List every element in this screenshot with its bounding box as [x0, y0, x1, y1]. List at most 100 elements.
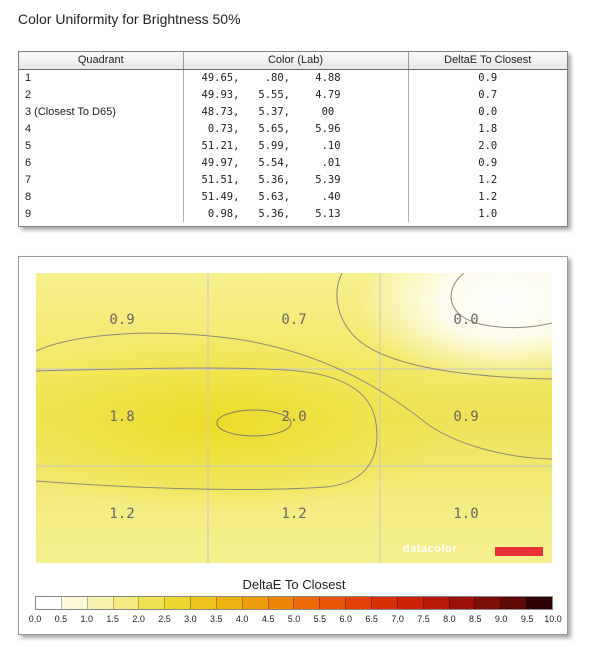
scale-tick-label: 4.0 — [235, 614, 249, 624]
quadrant-cell: 3 (Closest To D65) — [19, 103, 184, 120]
contour-overlay — [36, 273, 552, 563]
contour-line — [36, 367, 378, 490]
quadrant-value-4: 1.8 — [109, 409, 135, 425]
lab-cell: 48.73, 5.37, 00 — [183, 103, 409, 120]
scale-tick-label: 6.5 — [365, 614, 378, 624]
quadrant-cell: 6 — [19, 154, 184, 171]
scale-swatch — [319, 597, 346, 609]
lab-cell: 49.97, 5.54, .01 — [183, 154, 409, 171]
scale-swatch — [370, 597, 397, 609]
column-header-deltae: DeltaE To Closest — [408, 52, 567, 70]
scale-tick-label: 8.0 — [443, 614, 456, 624]
quadrant-value-7: 1.2 — [109, 506, 135, 522]
quadrant-value-3: 0.0 — [453, 312, 479, 328]
scale-tick-label: 5.0 — [287, 614, 301, 624]
table-row: 7 51.51, 5.36, 5.39 1.2 — [19, 171, 567, 188]
scale-tick-label: 0.0 — [28, 614, 42, 624]
quadrant-value-1: 0.9 — [109, 312, 135, 328]
contour-line — [36, 332, 552, 460]
scale-swatch — [500, 597, 527, 609]
quadrant-cell: 8 — [19, 188, 184, 205]
table-row: 8 51.49, 5.63, .40 1.2 — [19, 188, 567, 205]
datacolor-logo-bar — [495, 547, 543, 556]
lab-cell: 49.65, .80, 4.88 — [183, 69, 409, 86]
lab-cell: 51.49, 5.63, .40 — [183, 188, 409, 205]
scale-swatch — [86, 597, 113, 609]
scale-swatch — [215, 597, 242, 609]
deltae-cell: 2.0 — [478, 139, 498, 152]
scale-swatch — [164, 597, 191, 609]
uniformity-table: Quadrant Color (Lab) DeltaE To Closest 1… — [18, 51, 568, 227]
quadrant-cell: 9 — [19, 205, 184, 222]
quadrant-cell: 4 — [19, 120, 184, 137]
scale-swatch — [448, 597, 475, 609]
column-header-quadrant: Quadrant — [19, 52, 184, 70]
scale-swatch — [526, 597, 552, 609]
scale-swatch — [474, 597, 501, 609]
scale-tick-label: 1.5 — [106, 614, 119, 624]
scale-tick-label: 2.5 — [158, 614, 171, 624]
quadrant-cell: 2 — [19, 86, 184, 103]
scale-tick-label: 0.5 — [54, 614, 68, 624]
scale-tick-label: 4.5 — [261, 614, 275, 624]
quadrant-value-8: 1.2 — [281, 506, 307, 522]
scale-swatch — [190, 597, 216, 609]
table-row: 2 49.93, 5.55, 4.79 0.7 — [19, 86, 567, 103]
table-header-row: Quadrant Color (Lab) DeltaE To Closest — [19, 52, 567, 70]
scale-swatch — [36, 597, 61, 609]
table-row: 1 49.65, .80, 4.88 0.9 — [19, 69, 567, 86]
page-title: Color Uniformity for Brightness 50% — [18, 11, 241, 27]
uniformity-table-grid: Quadrant Color (Lab) DeltaE To Closest 1… — [19, 52, 567, 222]
table-row: 3 (Closest To D65) 48.73, 5.37, 00 0.0 — [19, 103, 567, 120]
deltae-cell: 1.2 — [478, 190, 498, 203]
quadrant-value-6: 0.9 — [453, 409, 479, 425]
scale-swatch — [60, 597, 87, 609]
scale-swatch — [396, 597, 423, 609]
table-row: 5 51.21, 5.99, .10 2.0 — [19, 137, 567, 154]
scale-tick-label: 8.5 — [469, 614, 482, 624]
scale-swatch — [422, 597, 449, 609]
lab-cell: 0.73, 5.65, 5.96 — [183, 120, 409, 137]
scale-swatch — [293, 597, 320, 609]
contour-line — [216, 409, 292, 437]
scale-swatch — [345, 597, 371, 609]
table-row: 6 49.97, 5.54, .01 0.9 — [19, 154, 567, 171]
deltae-cell: 0.7 — [478, 88, 498, 101]
deltae-cell: 0.9 — [478, 71, 498, 84]
quadrant-value-5: 2.0 — [281, 409, 307, 425]
deltae-cell: 0.9 — [478, 156, 498, 169]
quadrant-cell: 5 — [19, 137, 184, 154]
uniformity-heatmap: 0.9 0.7 0.0 1.8 2.0 0.9 1.2 1.2 1.0 — [36, 273, 552, 563]
lab-cell: 49.93, 5.55, 4.79 — [183, 86, 409, 103]
table-row: 4 0.73, 5.65, 5.96 1.8 — [19, 120, 567, 137]
scale-tick-label: 7.0 — [391, 614, 404, 624]
scale-tick-label: 9.5 — [520, 614, 534, 624]
lab-cell: 51.21, 5.99, .10 — [183, 137, 409, 154]
scale-swatch — [112, 597, 139, 609]
contour-line — [450, 273, 552, 329]
table-row: 9 0.98, 5.36, 5.13 1.0 — [19, 205, 567, 222]
quadrant-cell: 1 — [19, 69, 184, 86]
scale-tick-label: 10.0 — [544, 614, 562, 624]
lab-cell: 51.51, 5.36, 5.39 — [183, 171, 409, 188]
color-scale-ticks: 0.0 0.5 1.0 1.5 2.0 2.5 3.0 3.5 4.0 4.5 5.0 5.5 6.0 6… — [29, 614, 562, 628]
contour-line — [336, 273, 552, 380]
deltae-cell: 0.0 — [478, 105, 498, 118]
deltae-cell: 1.8 — [478, 122, 498, 135]
scale-tick-label: 3.5 — [210, 614, 223, 624]
scale-swatch — [241, 597, 268, 609]
quadrant-value-2: 0.7 — [281, 312, 307, 328]
uniformity-heatmap-panel: 0.9 0.7 0.0 1.8 2.0 0.9 1.2 1.2 1.0 data… — [18, 256, 568, 635]
scale-swatch — [267, 597, 294, 609]
scale-tick-label: 2.0 — [132, 614, 145, 624]
scale-tick-label: 9.0 — [494, 614, 508, 624]
scale-swatch — [138, 597, 165, 609]
scale-tick-label: 7.5 — [417, 614, 430, 624]
deltae-cell: 1.2 — [478, 173, 498, 186]
scale-tick-label: 6.0 — [339, 614, 353, 624]
scale-tick-label: 1.0 — [80, 614, 94, 624]
lab-cell: 0.98, 5.36, 5.13 — [183, 205, 409, 222]
scale-title: DeltaE To Closest — [242, 577, 346, 592]
quadrant-cell: 7 — [19, 171, 184, 188]
color-scale-bar — [35, 596, 553, 610]
